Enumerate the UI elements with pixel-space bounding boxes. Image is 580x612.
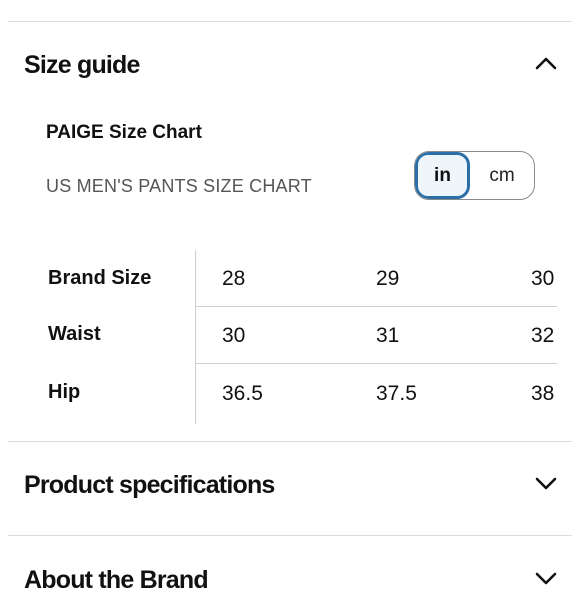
chart-subtitle: US MEN'S PANTS SIZE CHART [46, 176, 312, 196]
about-brand-header[interactable]: About the Brand [0, 552, 580, 612]
table-row-divider [196, 363, 557, 364]
size-guide-title: Size guide [24, 51, 140, 79]
table-cell: 36.5 [222, 382, 263, 405]
table-cell: 30 [222, 324, 246, 347]
section-divider [8, 535, 572, 536]
product-specifications-header[interactable]: Product specifications [0, 457, 580, 517]
size-guide-header[interactable]: Size guide [0, 37, 580, 97]
size-table: Brand Size 28 29 30 Waist 30 31 32 Hip 3… [0, 250, 580, 424]
table-cell: 37.5 [376, 382, 417, 405]
row-label-brand-size: Brand Size [48, 267, 152, 289]
table-cell: 29 [376, 267, 400, 290]
chevron-up-icon[interactable] [534, 51, 558, 75]
chevron-down-icon[interactable] [534, 566, 558, 590]
table-cell: 30 [531, 267, 555, 290]
row-label-hip: Hip [48, 381, 81, 403]
table-column-divider [195, 250, 196, 424]
product-specifications-title: Product specifications [24, 471, 275, 499]
chevron-down-icon[interactable] [534, 471, 558, 495]
table-cell: 28 [222, 267, 246, 290]
unit-cm-button[interactable]: cm [489, 164, 515, 186]
row-label-waist: Waist [48, 323, 101, 345]
table-cell: 38 [531, 382, 555, 405]
top-divider [8, 21, 572, 22]
unit-in-button[interactable]: in [415, 152, 470, 199]
section-divider [8, 441, 572, 442]
table-cell: 31 [376, 324, 400, 347]
table-row-divider [196, 306, 557, 307]
table-cell: 32 [531, 324, 555, 347]
about-brand-title: About the Brand [24, 566, 209, 594]
unit-toggle: in cm [414, 151, 535, 200]
brand-chart-title: PAIGE Size Chart [46, 122, 202, 143]
